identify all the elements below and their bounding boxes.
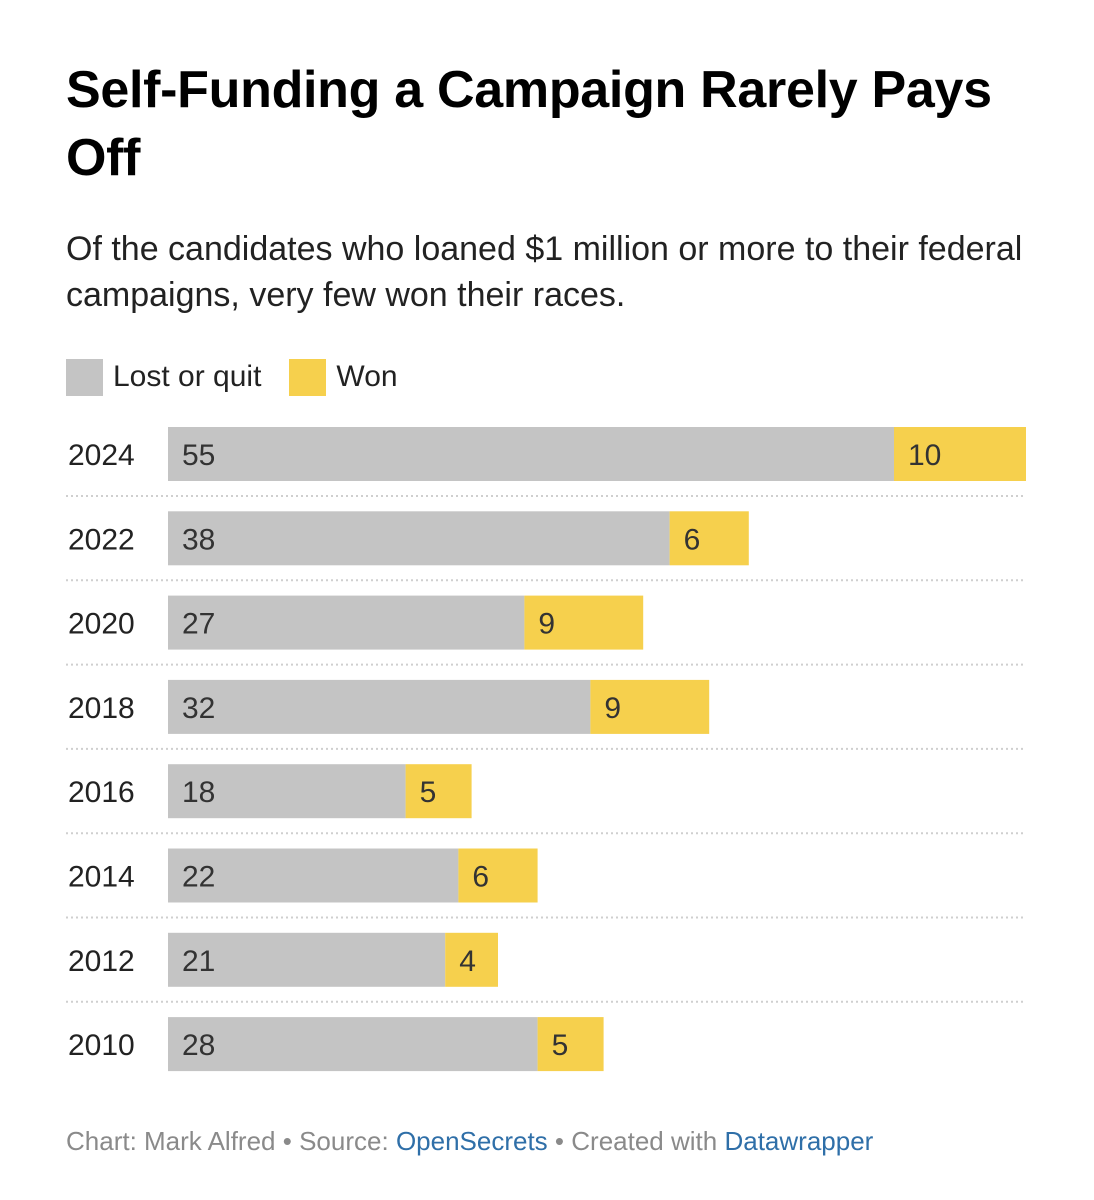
bar-chart-svg: 2024 55 10 2022 38 6 2020 27 9 2018 32 9 2016 18 5 2014… — [66, 427, 1026, 1072]
footer-credit: Chart: Mark Alfred — [66, 1126, 276, 1156]
value-label-won: 6 — [472, 861, 489, 894]
legend-label-lost: Lost or quit — [113, 360, 262, 393]
bar-won — [458, 848, 538, 903]
bar-row: 2024 55 10 — [66, 427, 1026, 497]
value-label-won: 9 — [538, 608, 555, 641]
value-label-lost: 22 — [182, 861, 215, 894]
bar-row: 2014 22 6 — [66, 848, 1026, 919]
value-label-won: 4 — [459, 945, 476, 978]
value-label-won: 5 — [420, 776, 437, 809]
bar-row: 2018 32 9 — [66, 679, 1026, 750]
bar-lost — [168, 511, 670, 566]
bar-chart: 2024 55 10 2022 38 6 2020 27 9 2018 32 9 2016 18 5 2014… — [66, 412, 1026, 1092]
legend-item-lost: Lost or quit — [66, 358, 262, 396]
bar-row: 2012 21 4 — [66, 932, 1026, 1003]
chart-footer: Chart: Mark Alfred • Source: OpenSecrets… — [66, 1126, 873, 1157]
year-label: 2016 — [68, 776, 135, 809]
legend-item-won: Won — [289, 358, 398, 396]
bar-won — [669, 511, 749, 566]
bar-lost — [168, 679, 591, 734]
year-label: 2010 — [68, 1029, 135, 1062]
value-label-won: 10 — [908, 439, 941, 472]
footer-created-link[interactable]: Datawrapper — [724, 1126, 874, 1156]
bar-row: 2020 27 9 — [66, 595, 1026, 666]
chart-title: Self-Funding a Campaign Rarely Pays Off — [66, 61, 992, 187]
value-label-lost: 55 — [182, 439, 215, 472]
bar-won — [524, 595, 644, 650]
bar-won — [445, 932, 498, 987]
value-label-lost: 28 — [182, 1029, 215, 1062]
legend: Lost or quit Won — [66, 358, 426, 396]
value-label-lost: 21 — [182, 945, 215, 978]
footer-separator: • — [554, 1126, 565, 1156]
footer-source-link[interactable]: OpenSecrets — [395, 1126, 548, 1156]
value-label-lost: 32 — [182, 692, 215, 725]
bar-won — [405, 764, 472, 819]
value-label-lost: 38 — [182, 523, 215, 556]
bar-won — [590, 679, 710, 734]
year-label: 2012 — [68, 945, 135, 978]
bar-row: 2010 28 5 — [68, 1017, 604, 1072]
year-label: 2014 — [68, 861, 135, 894]
legend-label-won: Won — [336, 360, 398, 393]
bar-lost — [168, 932, 446, 987]
bar-lost — [168, 848, 459, 903]
footer-separator: • — [282, 1126, 292, 1156]
chart-subtitle: Of the candidates who loaned $1 million … — [66, 230, 1023, 314]
bar-lost — [168, 427, 894, 481]
bar-won — [537, 1017, 604, 1072]
legend-swatch-lost — [66, 358, 103, 396]
footer-created-label: Created with — [571, 1126, 718, 1156]
value-label-lost: 27 — [182, 608, 215, 641]
legend-swatch-won — [289, 358, 327, 396]
footer-source-label: Source: — [299, 1126, 389, 1156]
year-label: 2020 — [68, 608, 135, 641]
year-label: 2024 — [68, 439, 135, 472]
bar-lost — [168, 595, 525, 650]
value-label-lost: 18 — [182, 776, 215, 809]
bar-lost — [168, 764, 406, 819]
year-label: 2018 — [68, 692, 135, 725]
value-label-won: 9 — [604, 692, 621, 725]
value-label-won: 6 — [684, 523, 701, 556]
bar-won — [894, 427, 1026, 481]
bar-lost — [168, 1017, 538, 1072]
value-label-won: 5 — [552, 1029, 569, 1062]
bar-row: 2016 18 5 — [66, 764, 1026, 835]
bar-row: 2022 38 6 — [66, 511, 1026, 582]
year-label: 2022 — [68, 523, 135, 556]
